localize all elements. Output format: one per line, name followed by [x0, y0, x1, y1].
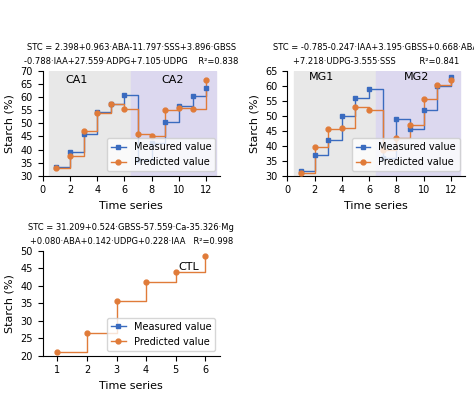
Bar	[294, 71, 376, 176]
Text: CA2: CA2	[161, 75, 183, 85]
Text: CA1: CA1	[65, 75, 88, 85]
Text: MG1: MG1	[309, 72, 334, 82]
Text: -0.788·IAA+27.559·ADPG+7.105·UDPG    R²=0.838: -0.788·IAA+27.559·ADPG+7.105·UDPG R²=0.8…	[24, 57, 238, 66]
X-axis label: Time series: Time series	[344, 201, 408, 211]
X-axis label: Time series: Time series	[100, 381, 163, 391]
Legend: Measured value, Predicted value: Measured value, Predicted value	[352, 138, 460, 171]
Text: STC = 31.209+0.524·GBSS-57.559·Ca-35.326·Mg: STC = 31.209+0.524·GBSS-57.559·Ca-35.326…	[28, 223, 234, 232]
Text: +7.218·UDPG-3.555·SSS         R²=0.841: +7.218·UDPG-3.555·SSS R²=0.841	[293, 57, 459, 66]
Y-axis label: Starch (%): Starch (%)	[5, 94, 15, 153]
Text: CTL: CTL	[179, 262, 199, 272]
Text: MG2: MG2	[404, 72, 429, 82]
Text: STC = 2.398+0.963·ABA-11.797·SSS+3.896·GBSS: STC = 2.398+0.963·ABA-11.797·SSS+3.896·G…	[27, 43, 236, 52]
Bar	[49, 71, 131, 176]
Bar	[131, 71, 216, 176]
Y-axis label: Starch (%): Starch (%)	[5, 274, 15, 333]
Text: +0.080·ABA+0.142·UDPG+0.228·IAA   R²=0.998: +0.080·ABA+0.142·UDPG+0.228·IAA R²=0.998	[30, 237, 233, 246]
Legend: Measured value, Predicted value: Measured value, Predicted value	[107, 318, 215, 351]
Text: STC = -0.785-0.247·IAA+3.195·GBSS+0.668·ABA: STC = -0.785-0.247·IAA+3.195·GBSS+0.668·…	[273, 43, 474, 52]
Y-axis label: Starch (%): Starch (%)	[249, 94, 259, 153]
Legend: Measured value, Predicted value: Measured value, Predicted value	[107, 138, 215, 171]
X-axis label: Time series: Time series	[100, 201, 163, 211]
Bar	[376, 71, 460, 176]
